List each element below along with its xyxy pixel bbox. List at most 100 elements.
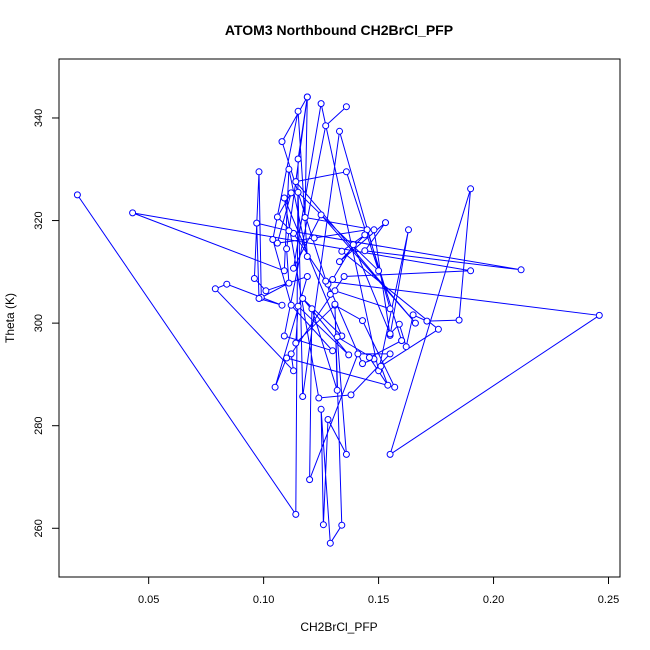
x-tick-label: 0.10 [253,594,274,606]
chart-title: ATOM3 Northbound CH2BrCl_PFP [225,22,453,38]
y-tick-label: 280 [33,417,45,435]
series-line [77,97,599,543]
data-point [456,317,462,323]
data-point [293,179,299,185]
data-point [300,296,306,302]
data-point [286,280,292,286]
data-point [295,303,301,309]
data-point [376,268,382,274]
data-point [318,212,324,218]
data-point [323,123,329,129]
series-lines [77,97,599,543]
data-point [327,291,333,297]
data-point [334,387,340,393]
y-tick-label: 320 [33,211,45,229]
data-point [320,522,326,528]
data-point [212,286,218,292]
data-point [293,511,299,517]
data-point [293,340,299,346]
data-point [323,278,329,284]
data-point [263,288,269,294]
data-point [362,248,368,254]
data-point [279,139,285,145]
data-point [302,215,308,221]
x-tick-label: 0.25 [598,594,619,606]
data-point [396,321,402,327]
data-point [288,351,294,357]
x-tick-label: 0.20 [483,594,504,606]
data-point [256,296,262,302]
data-point [412,320,418,326]
data-point [295,108,301,114]
data-point [330,348,336,354]
data-point [251,276,257,282]
data-point [291,368,297,374]
data-point [224,281,230,287]
data-point [256,169,262,175]
x-axis-label: CH2BrCl_PFP [300,620,377,634]
data-point [424,318,430,324]
data-point [307,477,313,483]
data-point [350,242,356,248]
data-point [330,277,336,283]
data-point [270,237,276,243]
data-point [343,169,349,175]
data-point [343,104,349,110]
data-point [435,326,441,332]
data-point [327,540,333,546]
data-point [304,274,310,280]
data-point [518,267,524,273]
y-tick-label: 300 [33,314,45,332]
data-point [348,392,354,398]
y-tick-label: 340 [33,109,45,127]
data-point [325,417,331,423]
data-point [337,128,343,134]
data-point [339,522,345,528]
data-point [304,94,310,100]
x-tick-label: 0.15 [368,594,389,606]
data-point [399,338,405,344]
data-point [254,220,260,226]
x-tick-label: 0.05 [138,594,159,606]
y-axis-label: Theta (K) [3,293,17,343]
data-point [74,192,80,198]
data-point [355,351,361,357]
data-point [346,352,352,358]
plot-area-frame [59,59,620,577]
series-points [74,94,602,546]
data-point [387,451,393,457]
data-point [332,301,338,307]
data-point [300,394,306,400]
data-point [318,101,324,107]
data-point [387,351,393,357]
data-point [304,254,310,260]
data-point [385,382,391,388]
y-tick-label: 260 [33,519,45,537]
data-point [387,306,393,312]
data-point [316,395,322,401]
data-point [403,344,409,350]
data-point [383,220,389,226]
data-point [288,190,294,196]
data-point [309,306,315,312]
data-point [339,248,345,254]
data-point [272,384,278,390]
y-axis: 260 280 300 320 340 [33,109,59,538]
data-point [334,334,340,340]
data-point [360,318,366,324]
data-point [343,451,349,457]
data-point [318,406,324,412]
data-point [284,246,290,252]
data-point [295,189,301,195]
data-point [371,227,377,233]
data-point [341,274,347,280]
data-point [387,331,393,337]
data-point [281,333,287,339]
data-point [406,227,412,233]
data-point [130,210,136,216]
data-point [468,186,474,192]
data-point [288,302,294,308]
data-point [274,214,280,220]
data-point [392,384,398,390]
